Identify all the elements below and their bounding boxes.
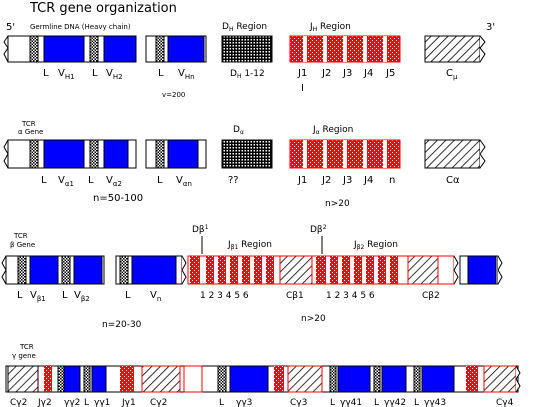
heavy-v-block-1 [3, 35, 137, 63]
j-alpha-label: J4 [363, 175, 373, 186]
alpha-title-1: TCR [21, 120, 36, 128]
heavy-vhn: VHn [178, 68, 195, 81]
d-alpha-block [221, 139, 273, 169]
alpha-title-2: α Gene [18, 128, 43, 136]
beta-v-block-downstream [459, 255, 503, 285]
alpha-vn: Vαn [176, 175, 192, 188]
jh-label: J2 [321, 68, 331, 79]
gamma-label: γγ2 [64, 398, 80, 407]
gamma-label: L [414, 398, 419, 407]
jh-label: J5 [385, 68, 395, 79]
gamma-label: Jγ1 [121, 398, 136, 407]
beta-v-block-n [115, 255, 187, 285]
gamma-label: Cγ3 [290, 398, 307, 407]
j-alpha-block [289, 139, 401, 169]
gamma-label: Cγ2 [10, 398, 27, 407]
germline-header: Germline DNA (Heavy chain) [30, 23, 131, 31]
jh-label: J4 [363, 68, 373, 79]
d-alpha-label: Dα [233, 125, 244, 136]
beta-v1: Vβ1 [30, 290, 46, 303]
beta-title-1: TCR [13, 232, 28, 240]
alpha-l2: L [88, 175, 94, 186]
d-beta1-label: Dβ1 [192, 224, 209, 235]
diagram-title: TCR gene organization [29, 1, 177, 16]
heavy-l1: L [43, 68, 49, 79]
heavy-v-block-n [145, 35, 207, 63]
gamma-label: Jγ2 [37, 398, 52, 407]
beta-v-block-1 [1, 255, 105, 285]
beta-dj-c-cluster [187, 255, 459, 285]
jh-label: J3 [342, 68, 352, 79]
alpha-row: TCR α Gene Dα Jα Region [3, 120, 486, 209]
beta-title-2: β Gene [10, 241, 35, 249]
c-alpha-label: Cα [446, 175, 460, 186]
gamma-label: L [374, 398, 379, 407]
beta-row: TCR β Gene Dβ1 Jβ1 Region Dβ2 Jβ2 Region [1, 224, 503, 330]
gamma-title-2: γ gene [12, 352, 36, 360]
beta-vn: Vn [150, 290, 161, 303]
heavy-l2: L [92, 68, 98, 79]
five-prime-label: 5' [6, 22, 15, 33]
heavy-chain-row: 5' 3' Germline DNA (Heavy chain) DH Regi… [3, 22, 495, 99]
gamma-label: Cγ2 [150, 398, 167, 407]
alpha-d-unknown: ?? [228, 175, 239, 186]
three-prime-label: 3' [486, 22, 495, 33]
d-beta2-label: Dβ2 [310, 224, 327, 235]
heavy-vh2: VH2 [106, 68, 123, 81]
gamma-label: γγ43 [424, 398, 446, 407]
alpha-v-block-1 [3, 139, 137, 169]
beta-l3: L [125, 290, 131, 301]
gamma-cluster [5, 365, 521, 393]
alpha-v-count: n=50-100 [93, 193, 143, 204]
jh-region-label: JH Region [309, 22, 351, 33]
heavy-l3: L [158, 68, 164, 79]
j-alpha-label: J2 [321, 175, 331, 186]
c-mu-label: Cμ [446, 68, 458, 81]
j-beta1-numbers: 1 2 3 4 5 6 [200, 291, 249, 301]
beta-v2: Vβ2 [74, 290, 90, 303]
alpha-v-block-n [145, 139, 207, 169]
heavy-vh1: VH1 [58, 68, 75, 81]
gamma-label: L [330, 398, 335, 407]
gamma-label: L [84, 398, 89, 407]
gamma-label: γγ41 [340, 398, 362, 407]
dh-range-label: DH 1-12 [230, 69, 265, 80]
j-alpha-label: J1 [297, 175, 307, 186]
jh-segment-block [289, 35, 401, 63]
beta-l2: L [62, 290, 68, 301]
j-beta1-region-label: Jβ1 Region [227, 240, 272, 251]
dh-segment-block [221, 35, 273, 63]
heavy-v-count: v=200 [162, 91, 185, 99]
beta-l1: L [17, 290, 23, 301]
jh-label: J1 [297, 68, 307, 79]
beta-j-count: n>20 [301, 314, 326, 324]
j-alpha-label: n [389, 175, 395, 186]
alpha-v2: Vα2 [106, 175, 122, 188]
c-beta2-label: Cβ2 [422, 291, 440, 301]
gamma-label: γγ3 [236, 398, 252, 407]
j-alpha-labels: J1 J2 J3 J4 n [297, 175, 395, 186]
gamma-label: L [219, 398, 224, 407]
j-beta2-numbers: 1 2 3 4 5 6 [326, 291, 375, 301]
j-alpha-label: J3 [342, 175, 352, 186]
jh-tick: I [301, 83, 304, 94]
gamma-label: γγ42 [384, 398, 406, 407]
jh-labels: J1 J2 J3 J4 J5 [297, 68, 395, 79]
alpha-l1: L [41, 175, 47, 186]
alpha-l3: L [157, 175, 163, 186]
alpha-j-count: n>20 [325, 199, 350, 209]
beta-v-count: n=20-30 [102, 320, 142, 330]
c-alpha-block [424, 139, 486, 169]
gamma-title-1: TCR [19, 343, 34, 351]
c-beta1-label: Cβ1 [286, 291, 304, 301]
j-alpha-region-label: Jα Region [312, 125, 353, 136]
alpha-v1: Vα1 [58, 175, 74, 188]
j-beta2-region-label: Jβ2 Region [353, 240, 398, 251]
dh-region-label: DH Region [222, 22, 267, 33]
gamma-row: TCR γ gene Cγ2 Jγ [5, 343, 521, 407]
c-mu-block [424, 35, 486, 63]
gamma-label: Cγ4 [496, 398, 514, 407]
gamma-label: γγ1 [94, 398, 110, 407]
